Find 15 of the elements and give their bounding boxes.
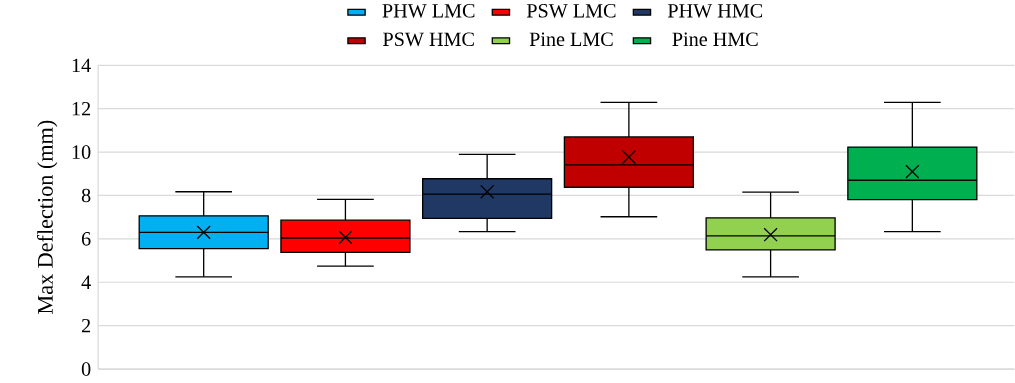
- legend-label: Pine HMC: [672, 32, 758, 47]
- y-tick-label: 2: [81, 319, 91, 333]
- y-tick-label: 14: [72, 58, 91, 73]
- legend-label: PSW LMC: [526, 4, 616, 18]
- legend-label: PSW HMC: [383, 32, 474, 47]
- y-tick-label: 8: [81, 188, 91, 203]
- y-tick-label: 12: [72, 102, 91, 116]
- legend-label: PHW HMC: [667, 4, 763, 18]
- legend-label: Pine LMC: [529, 32, 613, 47]
- y-tick-label: 0: [81, 362, 91, 377]
- y-axis-title: Max Deflection (mm): [36, 120, 58, 315]
- y-tick-label: 10: [72, 145, 91, 160]
- y-tick-label: 4: [81, 275, 91, 290]
- legend-label: PHW LMC: [382, 4, 475, 18]
- y-tick-label: 6: [81, 232, 91, 246]
